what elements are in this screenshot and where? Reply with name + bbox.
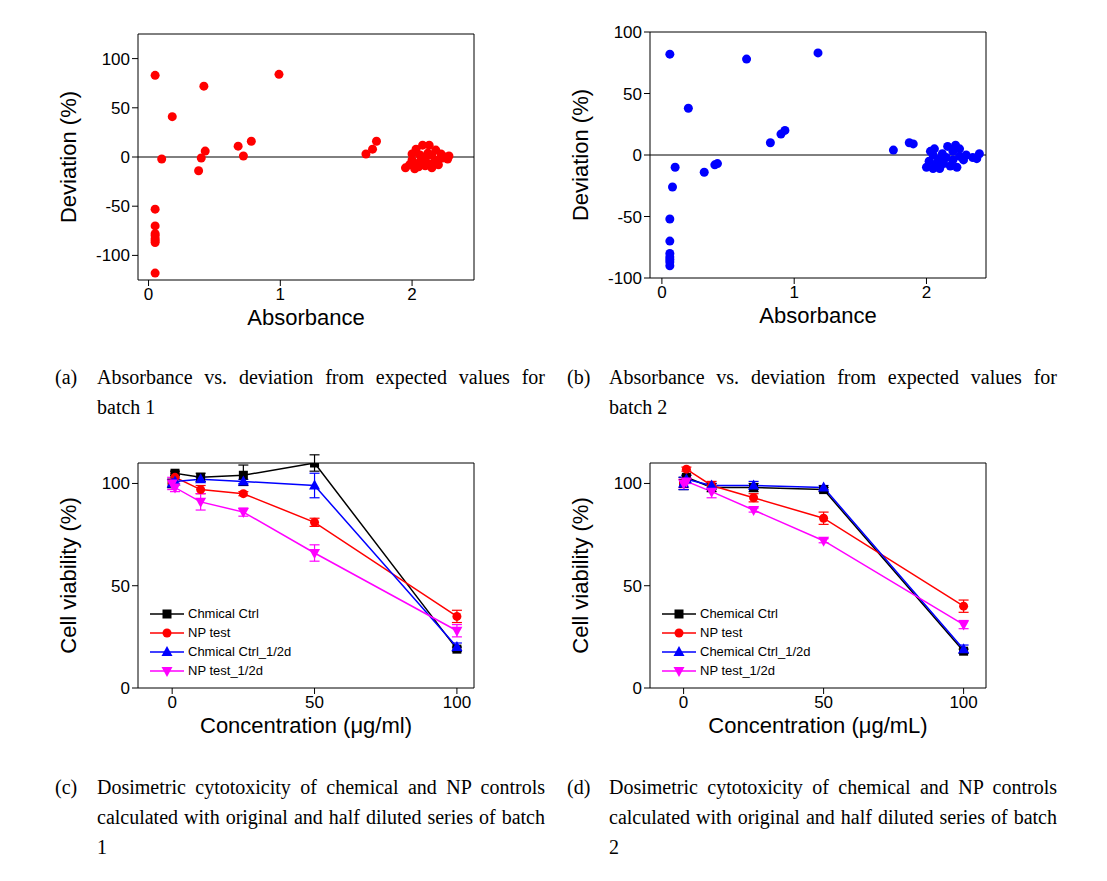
svg-text:Concentration (μg/mL): Concentration (μg/mL)	[708, 713, 927, 738]
svg-text:50: 50	[305, 693, 324, 712]
svg-text:0: 0	[633, 679, 642, 698]
html-text:NP test: NP test	[700, 625, 743, 640]
svg-text:Concentration (μg/ml): Concentration (μg/ml)	[200, 713, 412, 738]
html-text:(d): (d)	[567, 776, 591, 798]
html-text:(c): (c)	[55, 776, 78, 798]
svg-text:100: 100	[949, 693, 977, 712]
html-text:Absorbance vs. deviation from: Absorbance vs. deviation from expected v…	[609, 366, 1057, 418]
svg-text:2: 2	[407, 285, 416, 304]
svg-text:-50: -50	[105, 197, 130, 216]
svg-text:Absorbance: Absorbance	[247, 305, 364, 330]
html-text:Chemical Ctrl: Chemical Ctrl	[700, 606, 778, 621]
svg-text:Deviation (%): Deviation (%)	[570, 89, 593, 221]
svg-text:1: 1	[276, 285, 285, 304]
svg-text:50: 50	[623, 85, 642, 104]
svg-text:50: 50	[623, 577, 642, 596]
svg-text:2: 2	[922, 283, 931, 302]
svg-text:Absorbance: Absorbance	[759, 303, 876, 328]
svg-text:0: 0	[167, 693, 176, 712]
svg-text:-100: -100	[608, 269, 642, 288]
svg-text:0: 0	[144, 285, 153, 304]
svg-text:0: 0	[121, 148, 130, 167]
html-text:Dosimetric cytotoxicity of che: Dosimetric cytotoxicity of chemical and …	[97, 776, 545, 858]
svg-text:50: 50	[814, 693, 833, 712]
html-text:(b): (b)	[567, 366, 591, 388]
svg-text:0: 0	[121, 679, 130, 698]
svg-text:1: 1	[789, 283, 798, 302]
svg-text:0: 0	[657, 283, 666, 302]
svg-text:-50: -50	[617, 208, 642, 227]
svg-text:Cell viability (%): Cell viability (%)	[570, 497, 593, 653]
html-text:(a): (a)	[55, 366, 78, 388]
html-text:NP test: NP test	[188, 625, 231, 640]
svg-text:100: 100	[614, 23, 642, 42]
html-text:Absorbance vs. deviation from: Absorbance vs. deviation from expected v…	[97, 366, 545, 418]
svg-text:Deviation (%): Deviation (%)	[58, 91, 81, 223]
html-text:Chmical Ctrl: Chmical Ctrl	[188, 606, 259, 621]
svg-text:-100: -100	[96, 246, 130, 265]
svg-text:100: 100	[614, 474, 642, 493]
html-text:NP test_1/2d: NP test_1/2d	[700, 663, 775, 678]
svg-text:Cell viability (%): Cell viability (%)	[58, 497, 81, 653]
svg-text:100: 100	[102, 50, 130, 69]
svg-text:0: 0	[633, 146, 642, 165]
svg-text:0: 0	[679, 693, 688, 712]
html-text:Chmical Ctrl_1/2d: Chmical Ctrl_1/2d	[188, 644, 292, 659]
svg-text:100: 100	[443, 693, 471, 712]
html-text:NP test_1/2d: NP test_1/2d	[188, 663, 263, 678]
svg-text:50: 50	[111, 577, 130, 596]
svg-text:50: 50	[111, 99, 130, 118]
svg-text:100: 100	[102, 474, 130, 493]
html-text:Dosimetric cytotoxicity of che: Dosimetric cytotoxicity of chemical and …	[609, 776, 1057, 858]
html-text:Chemical Ctrl_1/2d: Chemical Ctrl_1/2d	[700, 644, 811, 659]
